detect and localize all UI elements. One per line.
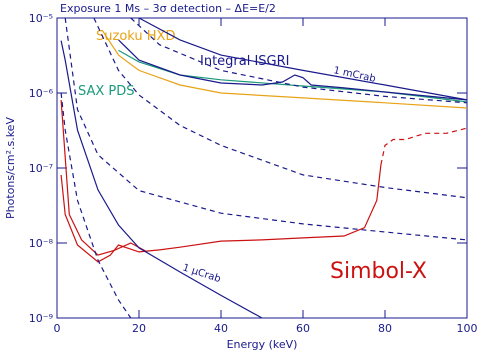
x-tick-label: 60 [296, 322, 310, 335]
y-tick-label: 10⁻⁶ [29, 87, 54, 100]
y-tick-label: 10⁻⁹ [29, 312, 53, 325]
data-line [138, 17, 468, 101]
x-axis-label: Energy (keV) [227, 338, 298, 351]
data-line [60, 99, 148, 256]
x-tick-label: 80 [378, 322, 392, 335]
data-line [64, 17, 468, 241]
data-line [60, 92, 132, 319]
x-tick-label: 20 [132, 322, 146, 335]
x-tick-label: 0 [54, 322, 61, 335]
y-tick-label: 10⁻⁸ [29, 237, 54, 250]
data-line [130, 17, 468, 104]
x-tick-label: 40 [214, 322, 228, 335]
data-line [118, 39, 468, 101]
y-tick-label: 10⁻⁷ [29, 162, 53, 175]
data-line [60, 40, 263, 319]
series-label: SAX PDS [78, 84, 135, 99]
series-label: 1 mCrab [332, 65, 376, 85]
series-label: Suzoku HXD [96, 29, 175, 44]
data-line [101, 29, 468, 109]
y-axis-label: Photons/cm².s.keV [4, 117, 17, 219]
series-label: Integral ISGRI [200, 54, 290, 69]
x-tick-label: 100 [457, 322, 478, 335]
chart-title: Exposure 1 Ms – 3σ detection – ΔE=E/2 [60, 2, 276, 15]
data-line [380, 127, 468, 166]
data-line [93, 17, 468, 199]
series-label: 1 µCrab [181, 262, 222, 285]
y-tick-label: 10⁻⁵ [29, 12, 53, 25]
data-line [60, 164, 382, 263]
series-label: Simbol-X [330, 259, 427, 284]
